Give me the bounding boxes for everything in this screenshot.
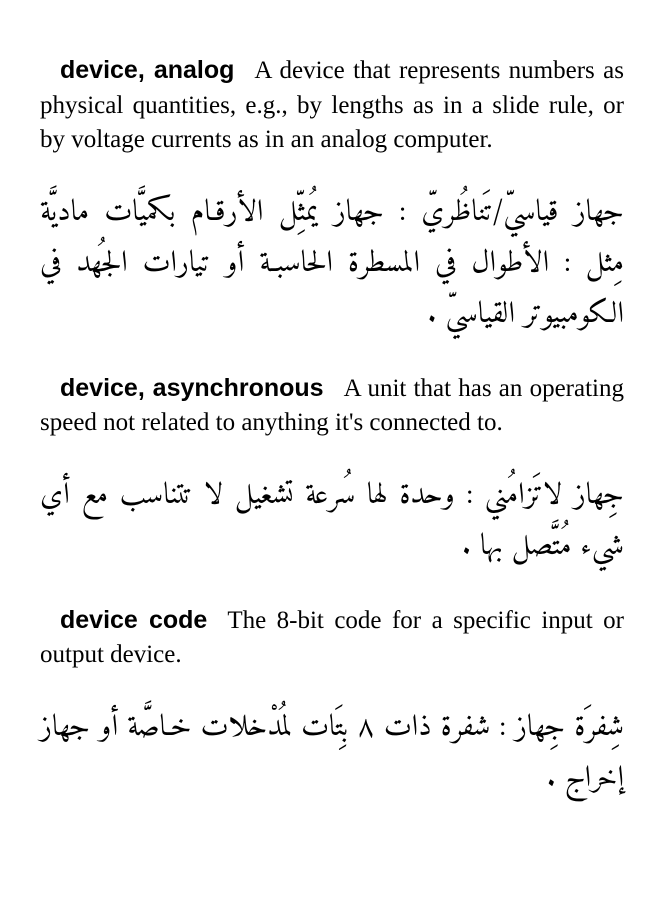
definition-arabic: جِهاز لاتَزامُني : وحدة لها سُرعة تشغيل … xyxy=(40,471,624,573)
definition-arabic: جهاز قياسيّ/تَناظُريّ : جهاز يُمثِّل الأ… xyxy=(40,188,624,341)
dictionary-entry: device, asynchronousA unit that has an o… xyxy=(40,371,624,573)
dictionary-entry: device codeThe 8-bit code for a speci­fi… xyxy=(40,603,624,805)
term-headword: device code xyxy=(60,606,207,634)
definition-english: device, asynchronousA unit that has an o… xyxy=(40,371,624,441)
definition-english: device, analogA device that repre­sents … xyxy=(40,53,624,158)
term-headword: device, asynchronous xyxy=(60,374,324,402)
term-headword: device, analog xyxy=(60,56,234,84)
definition-arabic: شِفرَة جِهاز : شفرة ذات ٨ بِتَات لمُدْخل… xyxy=(40,703,624,805)
dictionary-entry: device, analogA device that repre­sents … xyxy=(40,53,624,341)
definition-english: device codeThe 8-bit code for a speci­fi… xyxy=(40,603,624,673)
